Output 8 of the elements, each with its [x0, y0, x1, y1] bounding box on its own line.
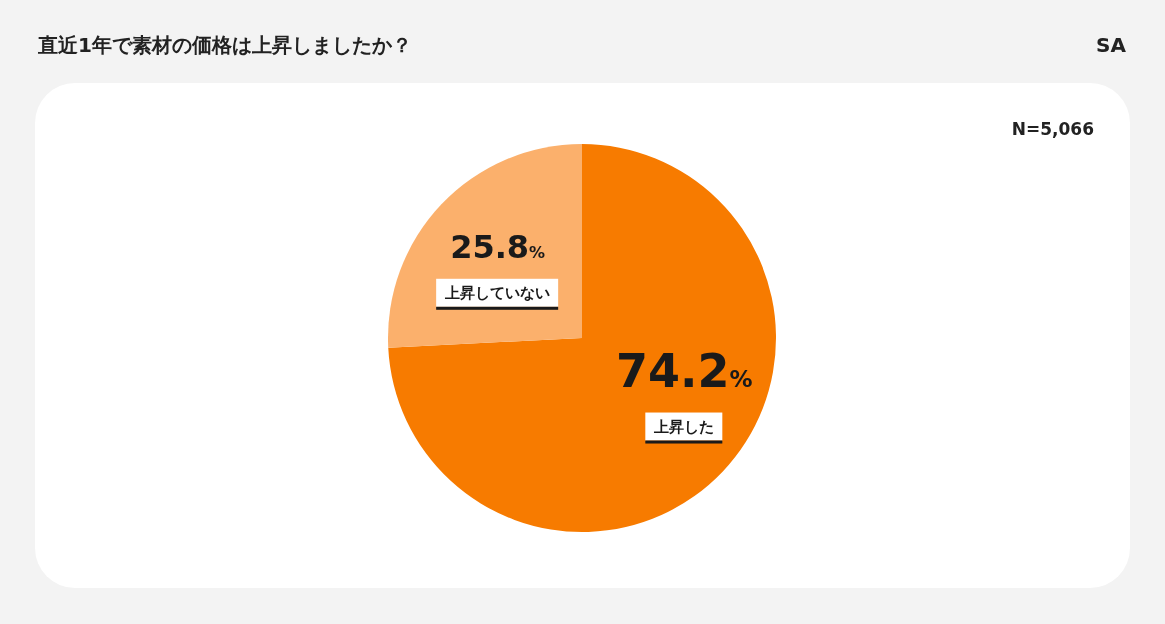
text: SA: [1096, 33, 1127, 57]
data-label: 74.2%: [616, 343, 753, 398]
slice-label: 上昇した: [653, 417, 715, 436]
text: N=5,066: [1011, 119, 1094, 139]
pie-slice: [388, 144, 776, 532]
slice-label: 上昇していない: [444, 283, 551, 302]
data-label: 25.8%: [450, 227, 546, 266]
text: 直近1年で素材の価格は上昇しましたか？: [37, 33, 412, 57]
